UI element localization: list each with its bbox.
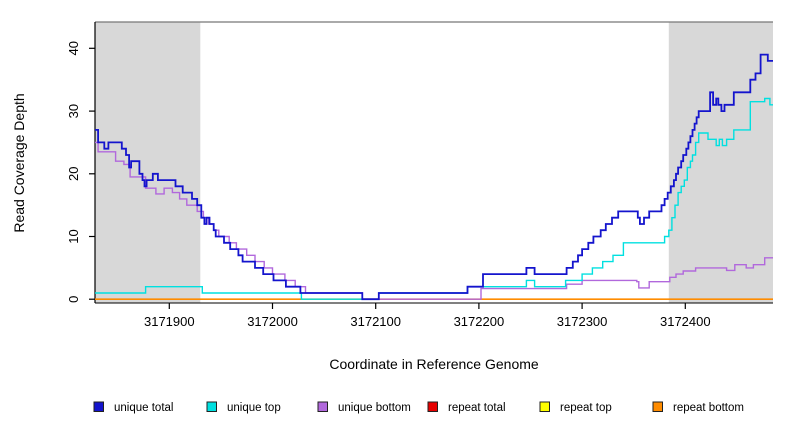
legend-label: repeat bottom	[673, 402, 744, 414]
legend-item-unique-top: unique top	[206, 401, 281, 414]
plot-frame-layer	[94, 21, 773, 304]
y-tick-label: 0	[66, 296, 81, 303]
legend-item-unique-bottom: unique bottom	[317, 401, 411, 414]
series-line-unique-total	[95, 53, 773, 301]
axis-tick-layer: 3171900 3172000 3172100 3172200 3172300 31724…	[66, 41, 711, 329]
legend-item-repeat-top: repeat top	[539, 401, 612, 414]
x-tick-label: 3171900	[144, 314, 195, 329]
x-tick-label: 3172300	[557, 314, 608, 329]
y-tick-label: 20	[66, 167, 81, 181]
legend-item-repeat-bottom: repeat bottom	[652, 401, 744, 414]
legend-label: unique top	[227, 402, 281, 414]
y-tick-label: 10	[66, 229, 81, 243]
x-tick-label: 3172200	[454, 314, 505, 329]
shaded-region	[95, 22, 201, 303]
series-line-unique-bottom	[95, 141, 773, 300]
x-tick-label: 3172100	[350, 314, 401, 329]
x-axis-label: Coordinate in Reference Genome	[329, 356, 539, 372]
x-tick-label: 3172000	[247, 314, 298, 329]
y-axis-label: Read Coverage Depth	[11, 93, 27, 232]
legend-swatch	[539, 401, 550, 412]
legend-item-repeat-total: repeat total	[427, 401, 506, 414]
legend-swatch	[93, 401, 104, 412]
legend-label: repeat total	[448, 402, 506, 414]
legend-swatch	[206, 401, 217, 412]
legend: unique total unique top unique bottom repea…	[93, 401, 744, 414]
legend-label: unique total	[114, 402, 173, 414]
legend-swatch	[652, 401, 663, 412]
series-layer	[95, 53, 773, 301]
legend-label: unique bottom	[338, 402, 411, 414]
legend-swatch	[317, 401, 328, 412]
shaded-regions-layer	[95, 22, 773, 303]
y-tick-label: 40	[66, 41, 81, 55]
legend-swatch	[427, 401, 438, 412]
shaded-region	[668, 22, 773, 303]
y-tick-label: 30	[66, 104, 81, 118]
legend-label: repeat top	[560, 402, 612, 414]
series-line-unique-top	[95, 97, 773, 300]
x-tick-label: 3172400	[660, 314, 711, 329]
legend-item-unique-total: unique total	[93, 401, 173, 414]
